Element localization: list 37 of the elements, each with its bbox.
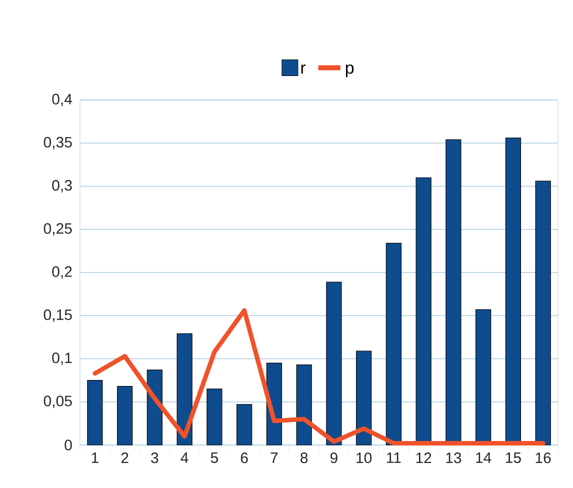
x-tick-label: 5	[210, 452, 218, 463]
x-tick-label: 11	[387, 452, 401, 463]
y-tick-label: 0,2	[52, 266, 72, 279]
x-tick-label: 16	[536, 452, 551, 464]
bar	[356, 350, 372, 446]
x-tick-label: 14	[476, 452, 492, 463]
x-tick-label: 15	[506, 452, 521, 463]
y-tick-label: 0	[64, 440, 72, 450]
bar	[87, 380, 103, 446]
x-tick-label: 9	[330, 452, 338, 464]
y-tick-label: 0,35	[44, 136, 72, 150]
legend-label: p	[346, 64, 354, 78]
y-tick-label: 0,05	[44, 396, 72, 408]
x-tick-label: 3	[151, 452, 158, 464]
x-tick-label: 4	[180, 452, 188, 463]
x-tick-label: 13	[446, 452, 462, 464]
y-tick-label: 0,25	[44, 223, 72, 236]
bar	[117, 386, 133, 446]
bar	[386, 242, 402, 446]
bar	[326, 282, 342, 446]
bar	[206, 388, 222, 446]
x-tick-label: 10	[356, 452, 372, 464]
bar	[296, 364, 312, 446]
y-tick-label: 0,1	[52, 352, 72, 365]
x-tick-label: 1	[92, 452, 98, 463]
y-tick-label: 0,4	[52, 94, 72, 106]
bar	[176, 333, 192, 446]
y-tick-label: 0,3	[52, 180, 72, 192]
bar	[236, 404, 252, 446]
x-tick-label: 12	[416, 452, 432, 464]
x-tick-label: 8	[300, 452, 308, 464]
y-tick-label: 0,15	[44, 309, 72, 322]
x-tick-label: 7	[270, 452, 278, 463]
x-tick-label: 6	[240, 452, 248, 464]
x-tick-label: 2	[121, 452, 128, 464]
bar	[535, 180, 551, 446]
legend-label: r	[301, 64, 306, 74]
